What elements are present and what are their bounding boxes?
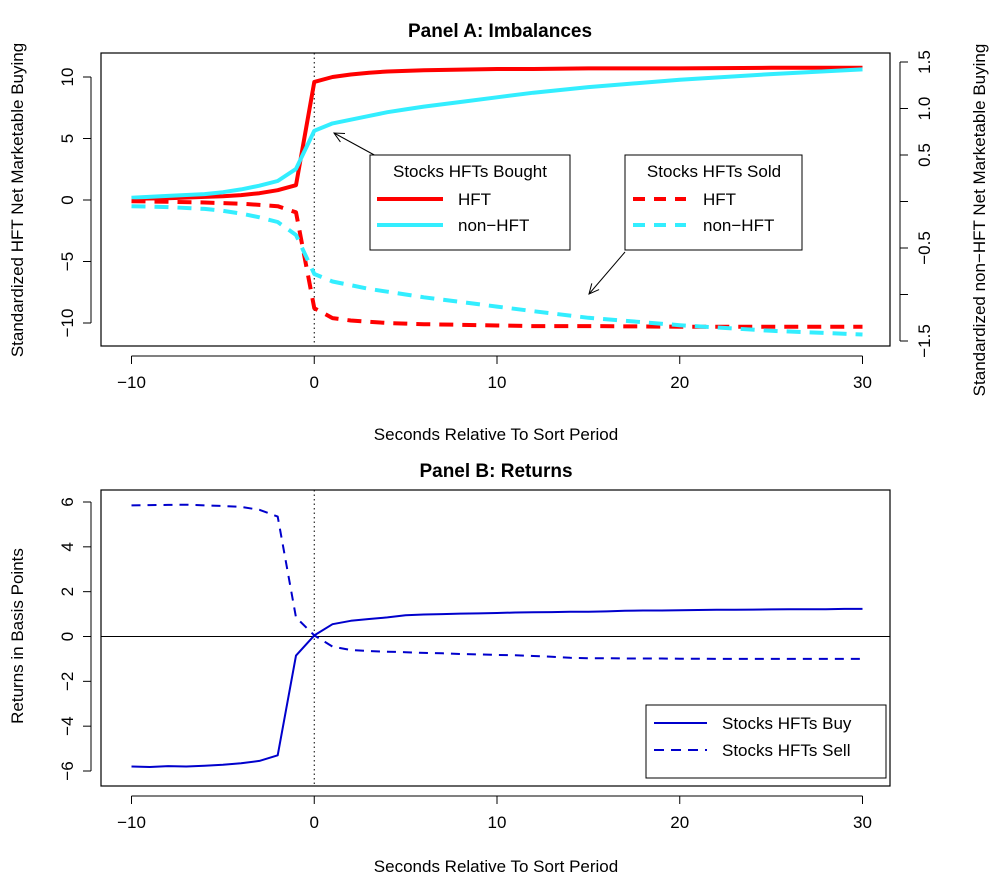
panel-b-x-axis-label: Seconds Relative To Sort Period xyxy=(374,857,618,876)
x-tick-label: −10 xyxy=(117,813,146,832)
legend-box xyxy=(645,704,887,779)
series-line-stocks-hfts-sold-non-hft xyxy=(131,204,863,337)
y-right-tick-label: −1.5 xyxy=(915,324,934,358)
y-tick-label: 6 xyxy=(58,497,77,506)
y-tick-label: −4 xyxy=(58,716,77,735)
y-right-tick-label: 0.5 xyxy=(915,143,934,167)
panel-b-plot-frame xyxy=(100,489,891,787)
panel-b-y-axis-label: Returns in Basis Points xyxy=(8,548,27,724)
series-line-stocks-hfts-buy xyxy=(131,607,863,768)
legend-box xyxy=(369,154,571,251)
y-tick-label: −10 xyxy=(58,309,77,338)
y-right-axis: −1.5 −0.5 0.5 1.0 1.5 xyxy=(899,50,934,358)
series-line-stocks-hfts-bought-hft xyxy=(131,65,863,201)
y-tick-label: −2 xyxy=(58,672,77,691)
y-tick-label: −6 xyxy=(58,761,77,780)
legend-label: non−HFT xyxy=(703,216,774,235)
panel-b-title: Panel B: Returns xyxy=(419,461,572,482)
y-tick-label: −5 xyxy=(58,252,77,271)
panel-b: Panel B: Returns −10 0 10 20 30 −6 −4 −2 0 2 4 6 Sto… xyxy=(8,461,891,876)
y-right-tick-label: 1.0 xyxy=(915,97,934,121)
x-tick-label: 0 xyxy=(310,813,319,832)
annotation-arrow xyxy=(333,132,379,158)
legend: Stocks HFTs Sold HFT non−HFT xyxy=(624,154,803,251)
y-axis: −10 −5 0 5 10 xyxy=(58,68,92,338)
x-tick-label: 30 xyxy=(853,373,872,392)
annotation-arrow-head xyxy=(332,132,346,143)
y-tick-label: 10 xyxy=(58,68,77,87)
panel-a-y-right-axis-label: Standardized non−HFT Net Marketable Buyi… xyxy=(970,44,989,397)
legend-label: Stocks HFTs Sell xyxy=(722,741,850,760)
x-tick-label: 10 xyxy=(488,813,507,832)
x-axis: −10 0 10 20 30 xyxy=(117,795,872,832)
legend: Stocks HFTs Bought HFT non−HFT xyxy=(369,154,571,251)
x-tick-label: 30 xyxy=(853,813,872,832)
legend-title: Stocks HFTs Bought xyxy=(393,162,547,181)
legend-label: Stocks HFTs Buy xyxy=(722,714,852,733)
x-axis: −10 0 10 20 30 xyxy=(117,355,872,392)
y-tick-label: 4 xyxy=(58,542,77,551)
series-line-stocks-hfts-sell xyxy=(131,503,863,660)
x-tick-label: 10 xyxy=(488,373,507,392)
y-right-tick-label: 1.5 xyxy=(915,50,934,74)
legend-title: Stocks HFTs Sold xyxy=(647,162,781,181)
y-right-tick-label: −0.5 xyxy=(915,231,934,265)
y-tick-label: 5 xyxy=(58,134,77,143)
y-tick-label: 2 xyxy=(58,587,77,596)
panel-a-title: Panel A: Imbalances xyxy=(408,21,592,42)
annotation-arrow-head xyxy=(588,283,600,295)
x-tick-label: −10 xyxy=(117,373,146,392)
y-axis: −6 −4 −2 0 2 4 6 xyxy=(58,497,92,781)
legend-label: non−HFT xyxy=(458,216,529,235)
series-line-stocks-hfts-sold-hft xyxy=(131,199,863,329)
legend-box xyxy=(624,154,803,251)
series-line-stocks-hfts-bought-non-hft xyxy=(131,67,863,200)
x-tick-label: 0 xyxy=(310,373,319,392)
legend: Stocks HFTs Buy Stocks HFTs Sell xyxy=(645,704,887,779)
panel-a-y-axis-label: Standardized HFT Net Marketable Buying xyxy=(8,43,27,357)
annotation-arrow xyxy=(588,251,626,295)
panel-a-marks: −10 0 10 20 30 −10 −5 0 5 10 −1.5 −0.5 0.5 1.0 1.5 Stoc… xyxy=(58,50,934,392)
y-tick-label: 0 xyxy=(58,632,77,641)
panel-a-x-axis-label: Seconds Relative To Sort Period xyxy=(374,425,618,444)
x-tick-label: 20 xyxy=(670,373,689,392)
panel-a-plot-frame xyxy=(100,52,891,347)
legend-label: HFT xyxy=(703,190,736,209)
x-tick-label: 20 xyxy=(670,813,689,832)
panel-a: Panel A: Imbalances −10 0 10 20 30−10−50510−… xyxy=(8,21,989,444)
y-tick-label: 0 xyxy=(58,195,77,204)
legend-label: HFT xyxy=(458,190,491,209)
